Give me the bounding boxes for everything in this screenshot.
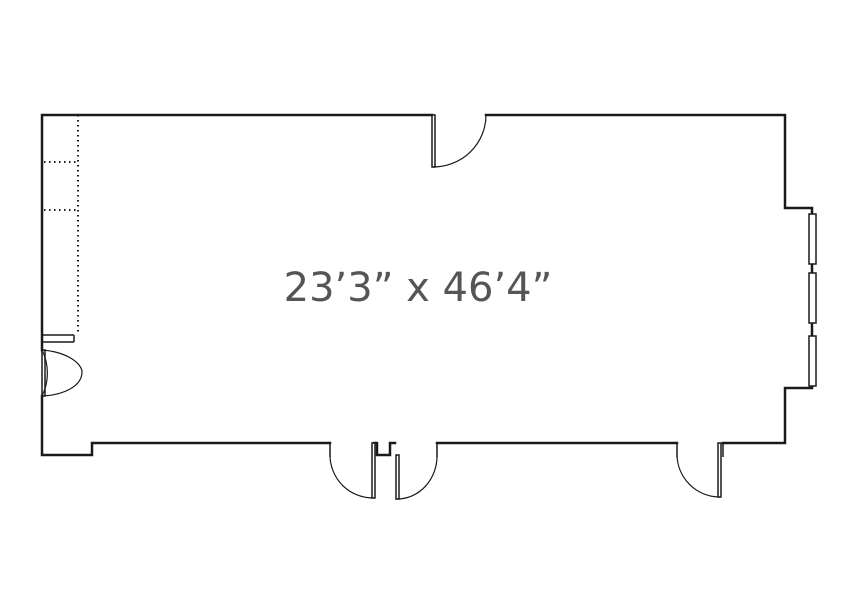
room-dimensions-label: 23’3” x 46’4” <box>284 265 553 311</box>
door-bottom-right <box>676 442 724 498</box>
door-bottom-center <box>395 443 438 500</box>
storage-partition <box>42 115 79 343</box>
door-top <box>431 114 487 168</box>
bay-windows <box>808 213 817 387</box>
door-left <box>41 349 83 397</box>
door-bottom-left <box>329 442 376 499</box>
